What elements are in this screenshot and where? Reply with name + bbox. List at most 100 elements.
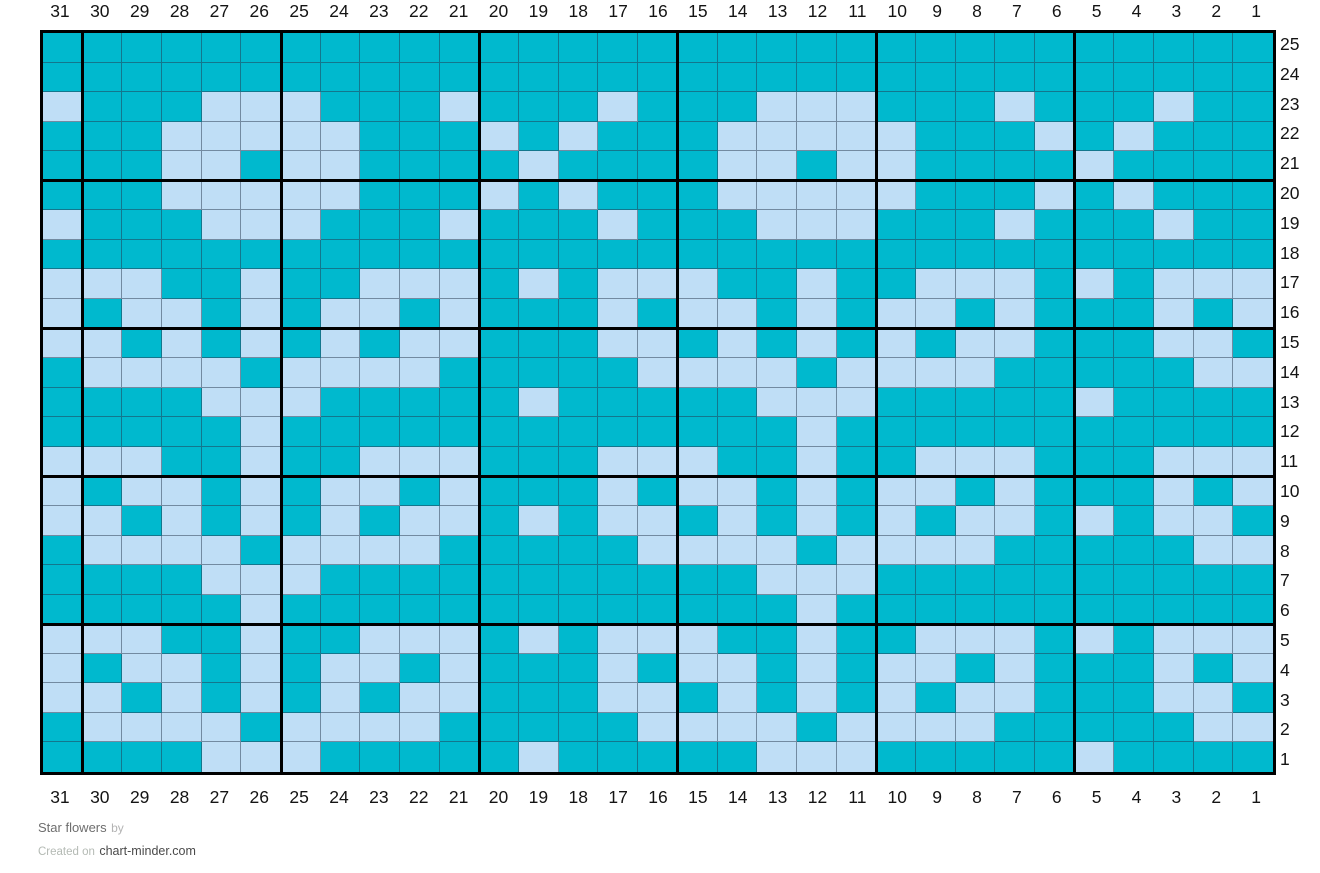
grid-cell-col1-row9[interactable] [1233, 505, 1273, 536]
grid-cell-col16-row16[interactable] [638, 299, 678, 329]
grid-cell-col19-row11[interactable] [519, 446, 559, 477]
grid-cell-col7-row11[interactable] [995, 446, 1035, 477]
grid-cell-col16-row9[interactable] [638, 505, 678, 536]
grid-cell-col18-row22[interactable] [558, 121, 599, 152]
grid-cell-col10-row4[interactable] [876, 653, 916, 684]
grid-cell-col2-row23[interactable] [1193, 92, 1234, 122]
grid-cell-col7-row1[interactable] [995, 742, 1035, 772]
grid-cell-col17-row4[interactable] [598, 653, 639, 684]
grid-cell-col5-row24[interactable] [1074, 62, 1115, 93]
grid-cell-col7-row25[interactable] [995, 33, 1035, 63]
grid-cell-col31-row20[interactable] [43, 180, 83, 211]
grid-cell-col9-row21[interactable] [915, 151, 956, 181]
grid-cell-col2-row14[interactable] [1193, 358, 1234, 388]
grid-cell-col18-row6[interactable] [558, 594, 599, 625]
grid-cell-col9-row15[interactable] [915, 328, 956, 359]
grid-cell-col3-row24[interactable] [1153, 62, 1194, 93]
grid-cell-col23-row4[interactable] [360, 653, 401, 684]
grid-cell-col2-row3[interactable] [1193, 683, 1234, 713]
grid-cell-col21-row2[interactable] [439, 712, 480, 743]
grid-cell-col8-row1[interactable] [955, 742, 996, 772]
grid-cell-col6-row6[interactable] [1034, 594, 1075, 625]
grid-cell-col22-row16[interactable] [400, 299, 440, 329]
grid-cell-col2-row10[interactable] [1193, 476, 1234, 506]
grid-cell-col26-row3[interactable] [241, 683, 282, 713]
grid-cell-col31-row2[interactable] [43, 712, 83, 743]
grid-cell-col24-row4[interactable] [320, 653, 361, 684]
grid-cell-col4-row12[interactable] [1114, 417, 1154, 447]
grid-cell-col14-row8[interactable] [717, 535, 758, 566]
grid-cell-col11-row21[interactable] [836, 151, 877, 181]
grid-cell-col12-row2[interactable] [796, 712, 837, 743]
grid-cell-col20-row12[interactable] [479, 417, 520, 447]
grid-cell-col4-row13[interactable] [1114, 387, 1154, 418]
grid-cell-col30-row14[interactable] [82, 358, 123, 388]
grid-cell-col3-row5[interactable] [1153, 624, 1194, 654]
grid-cell-col22-row22[interactable] [400, 121, 440, 152]
grid-cell-col26-row16[interactable] [241, 299, 282, 329]
grid-cell-col10-row20[interactable] [876, 180, 916, 211]
grid-cell-col4-row10[interactable] [1114, 476, 1154, 506]
grid-cell-col21-row8[interactable] [439, 535, 480, 566]
grid-cell-col21-row13[interactable] [439, 387, 480, 418]
grid-cell-col16-row10[interactable] [638, 476, 678, 506]
grid-cell-col29-row24[interactable] [122, 62, 163, 93]
grid-cell-col5-row8[interactable] [1074, 535, 1115, 566]
grid-cell-col3-row23[interactable] [1153, 92, 1194, 122]
grid-cell-col27-row6[interactable] [201, 594, 242, 625]
grid-cell-col1-row16[interactable] [1233, 299, 1273, 329]
grid-cell-col16-row20[interactable] [638, 180, 678, 211]
grid-cell-col25-row21[interactable] [281, 151, 321, 181]
grid-cell-col18-row8[interactable] [558, 535, 599, 566]
grid-cell-col4-row19[interactable] [1114, 210, 1154, 240]
grid-cell-col31-row24[interactable] [43, 62, 83, 93]
grid-cell-col24-row10[interactable] [320, 476, 361, 506]
grid-cell-col20-row25[interactable] [479, 33, 520, 63]
grid-cell-col24-row22[interactable] [320, 121, 361, 152]
grid-cell-col30-row3[interactable] [82, 683, 123, 713]
grid-cell-col6-row11[interactable] [1034, 446, 1075, 477]
grid-cell-col30-row4[interactable] [82, 653, 123, 684]
grid-cell-col17-row10[interactable] [598, 476, 639, 506]
grid-cell-col28-row7[interactable] [162, 565, 202, 595]
grid-cell-col8-row2[interactable] [955, 712, 996, 743]
grid-cell-col21-row3[interactable] [439, 683, 480, 713]
grid-cell-col22-row5[interactable] [400, 624, 440, 654]
grid-cell-col23-row15[interactable] [360, 328, 401, 359]
grid-cell-col12-row22[interactable] [796, 121, 837, 152]
grid-cell-col11-row22[interactable] [836, 121, 877, 152]
grid-cell-col6-row16[interactable] [1034, 299, 1075, 329]
grid-cell-col9-row9[interactable] [915, 505, 956, 536]
grid-cell-col7-row24[interactable] [995, 62, 1035, 93]
grid-cell-col18-row12[interactable] [558, 417, 599, 447]
grid-cell-col17-row12[interactable] [598, 417, 639, 447]
grid-cell-col27-row21[interactable] [201, 151, 242, 181]
grid-cell-col25-row15[interactable] [281, 328, 321, 359]
grid-cell-col17-row18[interactable] [598, 239, 639, 270]
grid-cell-col21-row6[interactable] [439, 594, 480, 625]
grid-cell-col21-row25[interactable] [439, 33, 480, 63]
grid-cell-col10-row22[interactable] [876, 121, 916, 152]
grid-cell-col7-row18[interactable] [995, 239, 1035, 270]
grid-cell-col11-row18[interactable] [836, 239, 877, 270]
grid-cell-col17-row2[interactable] [598, 712, 639, 743]
grid-cell-col30-row23[interactable] [82, 92, 123, 122]
grid-cell-col9-row10[interactable] [915, 476, 956, 506]
grid-cell-col9-row18[interactable] [915, 239, 956, 270]
grid-cell-col11-row16[interactable] [836, 299, 877, 329]
grid-cell-col12-row11[interactable] [796, 446, 837, 477]
grid-cell-col9-row25[interactable] [915, 33, 956, 63]
grid-cell-col3-row15[interactable] [1153, 328, 1194, 359]
grid-cell-col13-row13[interactable] [757, 387, 797, 418]
grid-cell-col4-row14[interactable] [1114, 358, 1154, 388]
grid-cell-col5-row6[interactable] [1074, 594, 1115, 625]
grid-cell-col28-row10[interactable] [162, 476, 202, 506]
grid-cell-col25-row24[interactable] [281, 62, 321, 93]
grid-cell-col15-row11[interactable] [677, 446, 718, 477]
grid-cell-col5-row10[interactable] [1074, 476, 1115, 506]
grid-cell-col23-row8[interactable] [360, 535, 401, 566]
grid-cell-col22-row2[interactable] [400, 712, 440, 743]
grid-cell-col9-row1[interactable] [915, 742, 956, 772]
grid-cell-col17-row21[interactable] [598, 151, 639, 181]
grid-cell-col30-row19[interactable] [82, 210, 123, 240]
